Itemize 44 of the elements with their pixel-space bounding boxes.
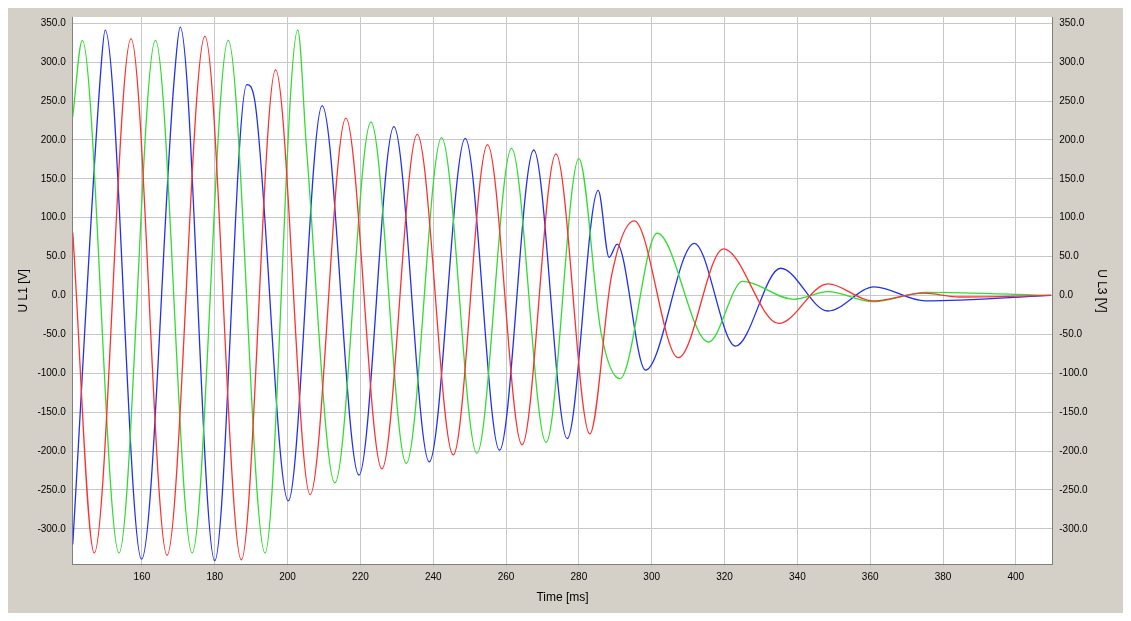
x-axis-title: Time [ms] [536,590,589,605]
x-tick-label: 180 [206,571,224,583]
y-tick-label: 150.0 [40,172,67,184]
y2-tick-label: 50.0 [1059,250,1080,262]
y-tick-label: -100.0 [37,367,67,378]
y2-tick-label: -50.0 [1059,328,1083,340]
x-tick-label: 380 [934,571,952,583]
y2-tick-label: -150.0 [1059,405,1089,417]
y-tick-label: 350.0 [40,16,67,28]
y2-tick-label: 200.0 [1059,133,1085,145]
x-tick-label: 400 [1007,571,1025,583]
x-tick-label: 340 [789,571,807,583]
x-tick-label: 280 [570,571,588,583]
y-tick-label: -250.0 [37,483,67,495]
y-tick-label: -150.0 [37,405,67,417]
y2-tick-label: 100.0 [1059,211,1085,223]
y2-tick-label: 350.0 [1059,16,1085,28]
y-tick-label: 0.0 [51,289,67,301]
y-tick-label: 250.0 [40,94,67,106]
y-tick-label: 200.0 [40,133,67,145]
x-tick-label: 220 [352,571,370,583]
y2-tick-label: 150.0 [1059,172,1085,184]
y-tick-label: -300.0 [37,522,67,534]
x-tick-label: 160 [133,571,151,583]
x-tick-label: 360 [861,571,879,583]
y-tick-label: 300.0 [40,55,67,67]
x-tick-label: 200 [279,571,297,583]
x-tick-label: 260 [497,571,515,583]
x-tick-label: 240 [424,571,443,583]
y2-axis-title: U L3 [V] [1095,269,1110,313]
y2-tick-label: -200.0 [1059,444,1089,456]
y2-tick-label: -300.0 [1059,522,1089,534]
y2-tick-label: 300.0 [1059,55,1085,67]
y-tick-label: 50.0 [46,250,67,262]
y2-tick-label: 250.0 [1059,94,1085,106]
y2-tick-label: -250.0 [1059,483,1089,495]
y-axis-title: U L1 [V] [15,269,30,313]
y2-tick-label: -100.0 [1059,367,1089,378]
y-tick-label: -50.0 [42,328,67,340]
y-tick-label: 100.0 [40,211,67,223]
y-tick-label: -200.0 [37,444,67,456]
y2-tick-label: 0.0 [1059,289,1074,301]
x-tick-label: 320 [716,571,734,583]
x-tick-label: 300 [643,571,661,583]
